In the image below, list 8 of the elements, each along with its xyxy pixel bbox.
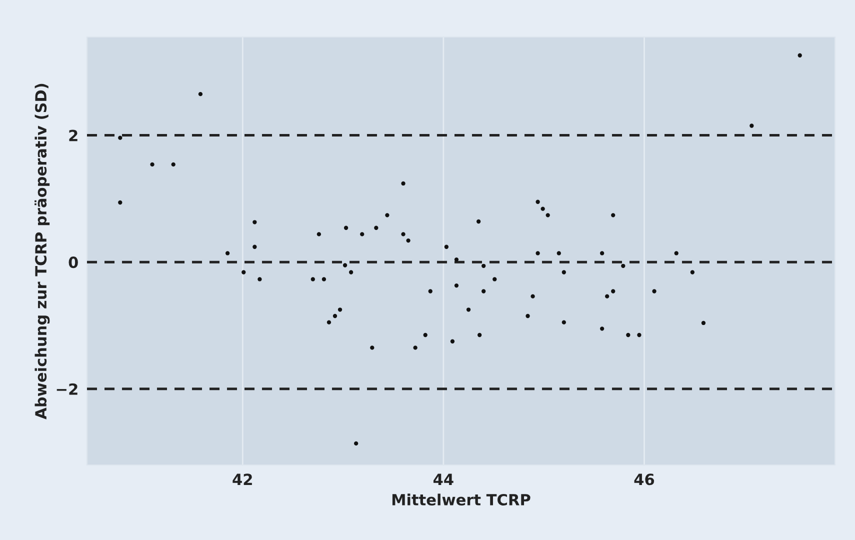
x-tick-label: 42 — [232, 474, 252, 485]
y-tick-label: −2 — [56, 383, 78, 395]
y-tick-label: 2 — [69, 130, 78, 142]
x-tick-label: 44 — [433, 474, 454, 485]
y-axis-title: Abweichung zur TCRP präoperativ (SD) — [34, 84, 50, 420]
x-tick-label: 46 — [634, 474, 654, 486]
x-axis-title: Mittelwert TCRP — [392, 494, 530, 506]
y-tick-label: 0 — [68, 256, 78, 268]
